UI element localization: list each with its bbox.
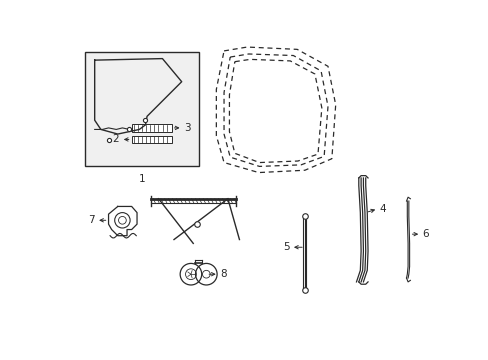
Bar: [131, 124, 171, 132]
Text: 7: 7: [88, 215, 95, 225]
Text: 5: 5: [282, 242, 289, 252]
Bar: [85, 53, 199, 166]
Bar: [131, 136, 171, 143]
Text: 2: 2: [112, 134, 119, 144]
Text: 4: 4: [379, 204, 386, 214]
Text: 8: 8: [220, 269, 226, 279]
Text: 3: 3: [183, 123, 190, 133]
Text: 6: 6: [422, 229, 428, 239]
Text: 1: 1: [139, 174, 145, 184]
